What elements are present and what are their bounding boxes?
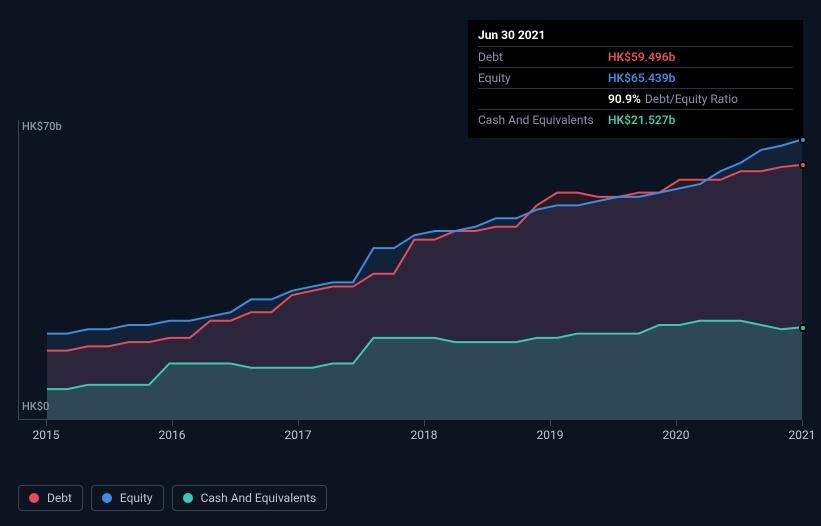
legend: Debt Equity Cash And Equivalents: [18, 485, 327, 511]
x-tick: [298, 420, 299, 426]
legend-label: Cash And Equivalents: [201, 491, 317, 505]
x-axis-label: 2021: [789, 428, 816, 442]
x-axis-label: 2020: [663, 428, 690, 442]
chart: HK$70b HK$0 2015201620172018201920202021: [18, 120, 802, 460]
x-tick: [802, 420, 803, 426]
chart-tooltip: Jun 30 2021 DebtHK$59.496bEquityHK$65.43…: [468, 20, 803, 138]
tooltip-ratio-value: 90.9%: [608, 92, 641, 106]
legend-item-equity[interactable]: Equity: [91, 485, 164, 511]
tooltip-row-value: HK$59.496b: [608, 50, 675, 64]
x-axis-label: 2016: [159, 428, 186, 442]
end-marker: [799, 161, 807, 169]
end-marker: [799, 324, 807, 332]
legend-item-cash-and-equivalents[interactable]: Cash And Equivalents: [172, 485, 328, 511]
legend-label: Debt: [47, 491, 72, 505]
x-axis-label: 2015: [33, 428, 60, 442]
tooltip-row-value: HK$65.439b: [608, 71, 675, 85]
tooltip-date: Jun 30 2021: [478, 28, 793, 46]
tooltip-rows: DebtHK$59.496bEquityHK$65.439b90.9%Debt/…: [478, 46, 793, 130]
legend-item-debt[interactable]: Debt: [18, 485, 83, 511]
x-tick: [424, 420, 425, 426]
tooltip-row-label: Equity: [478, 71, 608, 85]
x-axis-label: 2018: [411, 428, 438, 442]
tooltip-row-label: Cash And Equivalents: [478, 113, 608, 127]
legend-label: Equity: [120, 491, 153, 505]
x-tick: [46, 420, 47, 426]
tooltip-row: Cash And EquivalentsHK$21.527b: [478, 109, 793, 130]
tooltip-row: DebtHK$59.496b: [478, 46, 793, 67]
x-tick: [676, 420, 677, 426]
tooltip-row-value: HK$21.527b: [608, 113, 675, 127]
tooltip-row: 90.9% Debt/Equity Ratio: [478, 88, 793, 109]
tooltip-row: EquityHK$65.439b: [478, 67, 793, 88]
x-tick: [172, 420, 173, 426]
tooltip-row-label: [478, 92, 608, 106]
x-axis-label: 2019: [537, 428, 564, 442]
legend-swatch: [102, 493, 112, 503]
tooltip-row-label: Debt: [478, 50, 608, 64]
x-axis: 2015201620172018201920202021: [18, 420, 802, 448]
chart-plot-area[interactable]: [18, 120, 802, 420]
chart-svg: [19, 120, 802, 419]
x-axis-label: 2017: [285, 428, 312, 442]
tooltip-ratio-label: Debt/Equity Ratio: [645, 92, 738, 106]
legend-swatch: [29, 493, 39, 503]
legend-swatch: [183, 493, 193, 503]
x-tick: [550, 420, 551, 426]
